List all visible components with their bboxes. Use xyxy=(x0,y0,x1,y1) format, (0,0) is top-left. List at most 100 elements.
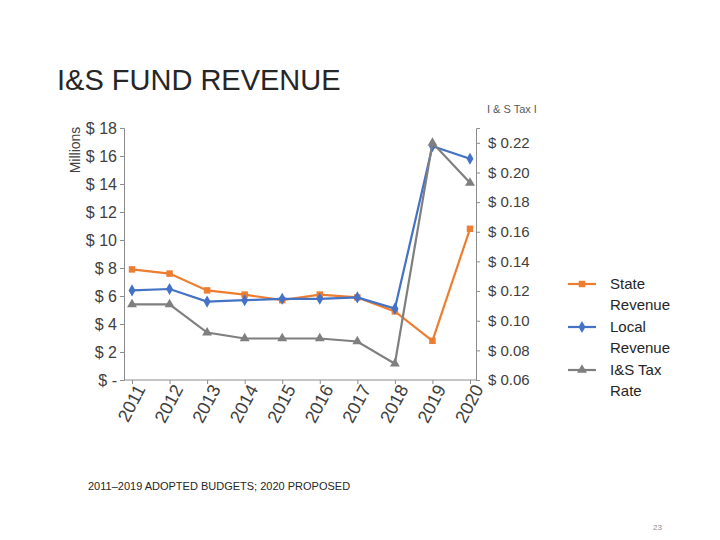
marker xyxy=(277,333,287,342)
tick: $ 6 xyxy=(95,288,124,305)
tick-mark xyxy=(120,212,124,213)
marker xyxy=(202,327,212,336)
tick-label: 2018 xyxy=(376,381,412,426)
plot-area xyxy=(127,137,475,366)
marker xyxy=(390,358,400,367)
tick-label: $ 0.22 xyxy=(488,134,530,151)
tick: $ 0.06 xyxy=(476,371,530,388)
marker xyxy=(204,296,211,308)
tick: $ 0.14 xyxy=(476,253,530,270)
tick: 2017 xyxy=(338,380,374,426)
tick-label: 2012 xyxy=(151,381,187,426)
tick-mark xyxy=(476,232,480,233)
tick-mark xyxy=(476,321,480,322)
marker xyxy=(241,294,248,306)
marker xyxy=(352,336,362,345)
tick-label: 2011 xyxy=(114,381,150,425)
footnote: 2011–2019 ADOPTED BUDGETS; 2020 PROPOSED xyxy=(88,480,350,492)
tick: 2018 xyxy=(376,380,412,426)
tick: 2014 xyxy=(226,380,262,426)
tick-mark xyxy=(476,143,480,144)
tick-label: $ 0.10 xyxy=(488,312,530,329)
tick: $ 0.12 xyxy=(476,282,530,299)
axis-line xyxy=(120,129,125,381)
tick: 2015 xyxy=(263,380,299,426)
tick: 2020 xyxy=(451,380,487,426)
tick: $ 14 xyxy=(86,176,124,193)
legend-item: StateRevenue xyxy=(568,275,670,313)
tick-label: 2014 xyxy=(226,381,262,426)
legend-label: StateRevenue xyxy=(610,275,670,313)
tick-mark xyxy=(476,261,480,262)
marker xyxy=(127,299,137,308)
tick-label: 2016 xyxy=(301,381,337,426)
tick-label: $ 16 xyxy=(86,148,117,165)
tick-mark xyxy=(120,128,124,129)
series xyxy=(127,137,475,366)
tick-label: $ 0.08 xyxy=(488,342,530,359)
title: I&S FUND REVENUE xyxy=(57,64,341,96)
legend-marker xyxy=(577,364,587,373)
y2-axis: $ 0.06 $ 0.08 $ 0.10 $ 0.12 $ 0.14 $ 0.16 $ 0.… xyxy=(476,129,530,389)
tick-mark xyxy=(476,291,480,292)
series xyxy=(129,140,474,314)
tick: $ 0.10 xyxy=(476,312,530,329)
tick-label: $ 4 xyxy=(95,316,117,333)
tick-mark xyxy=(120,184,124,185)
tick-label: 2019 xyxy=(414,381,450,426)
tick-label: 2015 xyxy=(263,381,299,426)
marker xyxy=(467,153,474,165)
tick-label: $ 0.20 xyxy=(488,164,530,181)
marker xyxy=(391,303,398,315)
tick: $ 10 xyxy=(86,232,124,249)
marker xyxy=(166,270,172,276)
legend-label: I&S TaxRate xyxy=(610,361,662,399)
marker xyxy=(428,137,438,146)
tick: $ 8 xyxy=(95,260,124,277)
tick: 2012 xyxy=(151,380,187,426)
axis-line xyxy=(477,129,481,381)
tick-label: $ 14 xyxy=(86,176,117,193)
y-axis-title: Millions xyxy=(67,127,83,174)
marker xyxy=(316,293,323,305)
tick-mark xyxy=(120,296,124,297)
tick: $ 0.20 xyxy=(476,164,530,181)
tick: $ 0.22 xyxy=(476,134,530,151)
legend-item: LocalRevenue xyxy=(568,318,670,356)
tick-label: $ 0.18 xyxy=(488,193,530,210)
marker xyxy=(465,177,475,186)
line xyxy=(132,146,470,308)
marker xyxy=(467,226,473,232)
tick: 2016 xyxy=(301,380,337,426)
tick-mark xyxy=(476,350,480,351)
tick-label: $ 6 xyxy=(95,288,117,305)
series xyxy=(129,226,473,344)
tick-label: 2013 xyxy=(188,381,224,426)
tick-label: $ 0.06 xyxy=(488,371,530,388)
tick-label: $ - xyxy=(98,372,117,389)
chart: I&S FUND REVENUE$ -$ 2$ 4$ 6$ 8$ 10$ 12$… xyxy=(0,0,720,540)
tick-mark xyxy=(476,380,480,381)
tick-label: $ 0.12 xyxy=(488,282,530,299)
legend: StateRevenue LocalRevenue I&S TaxRate xyxy=(568,275,670,399)
legend-label: LocalRevenue xyxy=(610,318,670,356)
tick: 2013 xyxy=(188,380,224,426)
tick-mark xyxy=(120,352,124,353)
tick-label: $ 18 xyxy=(86,120,117,137)
marker xyxy=(429,338,435,344)
marker xyxy=(240,333,250,342)
tick-mark xyxy=(476,202,480,203)
y-axis: $ -$ 2$ 4$ 6$ 8$ 10$ 12$ 14$ 16$ 18 xyxy=(86,120,125,389)
legend-marker xyxy=(579,321,586,333)
tick: $ 0.08 xyxy=(476,342,530,359)
tick-label: 2017 xyxy=(338,381,374,426)
marker xyxy=(315,333,325,342)
marker xyxy=(165,299,175,308)
tick-label: $ 0.16 xyxy=(488,223,530,240)
marker xyxy=(279,293,286,305)
line xyxy=(132,143,470,364)
tick-mark xyxy=(120,156,124,157)
tick: $ 12 xyxy=(86,204,124,221)
y2-axis-title: I & S Tax I xyxy=(487,103,537,115)
tick-label: 2020 xyxy=(451,381,487,426)
